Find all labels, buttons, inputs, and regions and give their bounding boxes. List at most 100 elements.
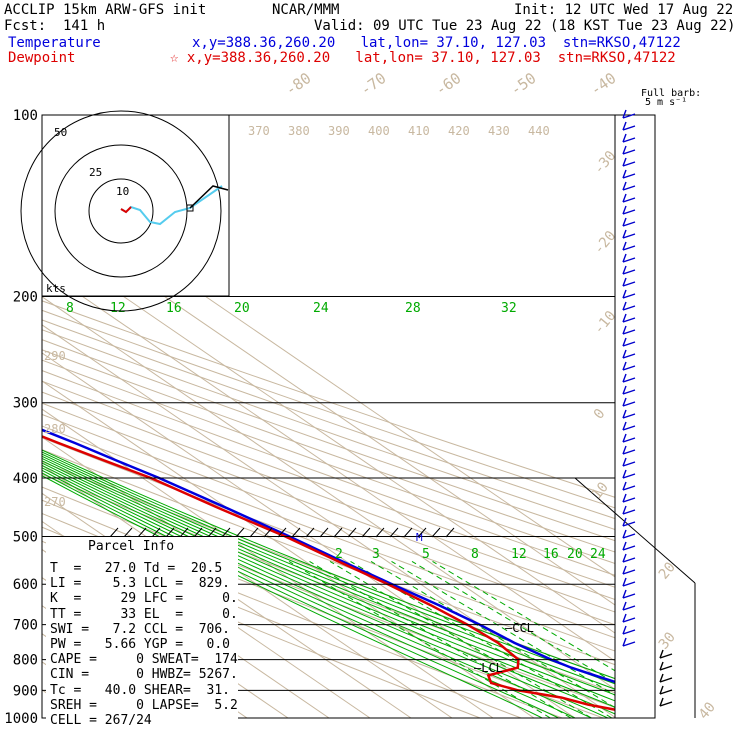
moist-adiabat-label: 8 — [471, 547, 479, 562]
mixing-ratio-line — [411, 561, 615, 684]
temperature-profile — [42, 428, 615, 684]
wind-barb — [622, 197, 636, 203]
pressure-label: 200 — [13, 290, 38, 306]
wind-barb-flag — [622, 241, 627, 251]
wind-barb-flag — [659, 649, 664, 659]
hatch-mark — [445, 527, 455, 538]
wind-barb-flag — [622, 289, 627, 299]
hatch-mark — [403, 527, 413, 538]
dry-adiabat-line — [42, 370, 615, 576]
hatch-mark — [305, 527, 315, 538]
dry-adiabat-line — [42, 329, 615, 531]
moist-adiabat-label: 16 — [543, 547, 559, 562]
isotherm-label: 30 — [656, 629, 679, 652]
wind-barb — [622, 185, 636, 191]
mixing-ratio-line — [309, 561, 572, 718]
wind-barb-flag — [622, 133, 627, 143]
dry-adiabat-line — [42, 309, 615, 509]
parcel-row: SWI = 7.2 CCL = 706. — [50, 621, 231, 637]
wind-barb-flag — [622, 553, 627, 563]
hatch-mark — [319, 527, 329, 538]
wind-barb — [622, 305, 636, 311]
wind-barb — [622, 437, 636, 443]
mixing-ratio-line — [329, 561, 592, 718]
wind-barb — [622, 389, 636, 395]
wind-barb — [622, 233, 636, 239]
wind-barb-flag — [622, 481, 627, 491]
wind-barb — [622, 125, 636, 131]
theta-label: 440 — [528, 124, 550, 138]
wind-barb-flag — [622, 385, 627, 395]
isotherm-line — [42, 324, 615, 718]
pressure-label: 700 — [13, 618, 38, 634]
isotherm-line — [42, 380, 535, 718]
wind-barb — [622, 473, 636, 479]
dry-adiabat-line — [42, 391, 615, 601]
wind-barb — [622, 377, 636, 383]
hatch-mark — [235, 527, 245, 538]
wind-barb — [622, 365, 636, 371]
dry-adiabat-line — [42, 359, 615, 565]
wind-barb-flag — [659, 697, 664, 707]
hodograph-trace-low — [120, 206, 132, 214]
wind-barb — [659, 689, 673, 695]
wind-barb — [622, 317, 636, 323]
mixing-ratio-label: 16 — [166, 301, 182, 316]
hatch-mark — [263, 527, 273, 538]
wind-barb-flag — [622, 229, 627, 239]
hodograph-ring-label: 50 — [54, 126, 67, 139]
wind-barb — [622, 329, 636, 335]
mixing-ratio-label: 32 — [501, 301, 517, 316]
isotherm-label: -60 — [432, 69, 465, 99]
wind-barb-flag — [622, 337, 627, 347]
isotherm-line — [42, 436, 453, 718]
wind-barb — [622, 605, 636, 611]
wind-barb-flag — [622, 565, 627, 575]
valid-time: Valid: 09 UTC Tue 23 Aug 22 (18 KST Tue … — [314, 18, 736, 34]
barb-legend-title: Full barb: — [641, 88, 701, 99]
wind-barb-flag — [622, 361, 627, 371]
wind-barb-flag — [622, 493, 627, 503]
wind-barb — [659, 677, 673, 683]
wind-barb-flag — [622, 517, 627, 527]
theta-label: 400 — [368, 124, 390, 138]
dry-adiabat-line — [42, 413, 615, 626]
pressure-label: 900 — [13, 683, 38, 699]
barb-divider-line — [574, 477, 696, 584]
hatch-mark — [361, 527, 371, 538]
wind-barb-flag — [622, 193, 627, 203]
mixing-ratio-line — [391, 561, 615, 696]
wind-barb-flag — [622, 541, 627, 551]
wind-barb-flag — [659, 661, 664, 671]
wind-barb-flag — [622, 265, 627, 275]
wind-barb — [622, 641, 636, 647]
dewpoint-legend: Dewpoint — [8, 50, 76, 66]
wind-barb-flag — [622, 469, 627, 479]
hodograph-box — [41, 114, 230, 297]
moist-adiabat-label: 3 — [372, 547, 380, 562]
parcel-row: PW = 5.66 YGP = 0.0 — [50, 637, 231, 653]
isotherm-label: -70 — [357, 69, 390, 99]
m-label: M — [416, 531, 423, 544]
hatch-mark — [221, 527, 231, 538]
parcel-row: K = 29 LFC = 0. — [50, 591, 238, 607]
hodograph-ring-label: 25 — [89, 166, 102, 179]
wind-barb-flag — [622, 409, 627, 419]
wind-barb — [622, 293, 636, 299]
parcel-row: T = 27.0 Td = 20.5 — [50, 561, 223, 576]
parcel-row: CAPE = 0 SWEAT= 174 — [50, 652, 238, 668]
wind-barb-flag — [622, 577, 627, 587]
wind-barb-flag — [622, 217, 627, 227]
wind-barb — [622, 221, 636, 227]
mixing-ratio-label: 8 — [66, 301, 74, 316]
wind-barb-flag — [622, 145, 627, 155]
wind-barb — [622, 161, 636, 167]
hodograph-ring — [88, 178, 154, 244]
isotherm-line — [42, 296, 615, 690]
wind-barb — [622, 401, 636, 407]
wind-barb-flag — [622, 205, 627, 215]
hatch-mark — [249, 527, 259, 538]
temperature-location: x,y=388.36,260.20 lat,lon= 37.10, 127.03… — [192, 35, 681, 51]
mixing-ratio-line — [432, 561, 615, 672]
wind-barb — [622, 281, 636, 287]
